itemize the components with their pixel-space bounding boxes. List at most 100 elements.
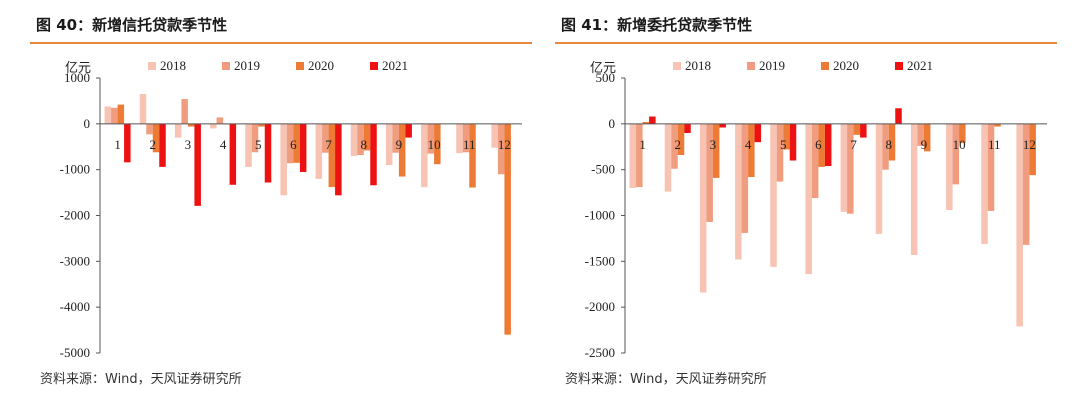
- x-tick-label: 12: [498, 137, 511, 152]
- x-tick-label: 11: [988, 137, 1001, 152]
- bar-2019-month-1: [636, 123, 643, 188]
- bar-2018-month-6: [805, 123, 812, 275]
- bar-2019-month-11: [462, 123, 470, 153]
- bar-2019-month-2: [146, 123, 153, 135]
- legend-label-2020: 2020: [308, 58, 334, 73]
- x-tick-label: 1: [639, 137, 646, 152]
- bar-2020-month-1: [642, 122, 650, 124]
- legend-label-2018: 2018: [160, 58, 186, 73]
- bar-2018-month-10: [946, 123, 953, 210]
- x-tick-label: 5: [255, 137, 262, 152]
- bar-2018-month-7: [840, 123, 848, 212]
- bar-2019-month-3: [181, 99, 188, 124]
- y-tick-label: 500: [596, 70, 616, 85]
- y-tick-label: -5000: [60, 345, 90, 360]
- bar-2021-month-3: [719, 123, 726, 128]
- bar-2020-month-10: [959, 123, 966, 144]
- y-tick-label: -1000: [585, 208, 615, 223]
- bar-2020-month-6: [293, 123, 300, 163]
- x-tick-label: 10: [953, 137, 966, 152]
- y-axis-unit-label: 亿元: [590, 61, 616, 76]
- bar-2019-month-9: [392, 123, 399, 153]
- bar-2020-month-3: [187, 123, 195, 127]
- bar-2021-month-6: [299, 123, 307, 172]
- bar-2018-month-3: [699, 123, 707, 293]
- x-tick-label: 1: [114, 137, 121, 152]
- bar-2018-month-7: [315, 123, 323, 179]
- bar-2021-month-7: [860, 123, 867, 138]
- bar-2019-month-7: [322, 123, 329, 153]
- bar-2019-month-6: [811, 123, 819, 199]
- x-tick-label: 5: [780, 137, 787, 152]
- bar-2018-month-10: [421, 123, 428, 188]
- bar-2019-month-8: [357, 123, 364, 155]
- bar-2020-month-12: [1029, 123, 1036, 176]
- bar-2021-month-2: [684, 123, 691, 133]
- title-divider: [555, 42, 1057, 44]
- bar-2019-month-10: [952, 123, 960, 185]
- y-tick-label: -2000: [585, 299, 615, 314]
- bar-2018-month-2: [139, 94, 147, 124]
- x-tick-label: 9: [396, 137, 403, 152]
- legend-label-2018: 2018: [685, 58, 711, 73]
- bar-2018-month-5: [770, 123, 777, 267]
- y-tick-label: -500: [591, 162, 615, 177]
- bar-2021-month-7: [335, 123, 342, 196]
- bar-2019-month-4: [216, 117, 224, 124]
- bar-2018-month-11: [981, 123, 988, 244]
- figure-source: 资料来源：Wind，天风证券研究所: [565, 372, 767, 387]
- figure-41-panel: 图 41：新增委托贷款季节性 亿元 2018 2019 2020 2021 500 0 -50…: [555, 0, 1057, 403]
- bar-2020-month-3: [712, 123, 720, 178]
- bar-2019-month-4: [741, 123, 749, 233]
- bar-2018-month-1: [629, 123, 637, 188]
- bar-2020-month-1: [117, 104, 125, 124]
- bar-2018-month-12: [1016, 123, 1023, 327]
- legend-label-2021: 2021: [382, 58, 408, 73]
- bar-2021-month-2: [159, 123, 166, 167]
- bar-2018-month-5: [245, 123, 252, 167]
- bar-2018-month-12: [491, 123, 498, 148]
- bar-2020-month-10: [434, 123, 441, 165]
- bar-2019-month-1: [111, 107, 118, 124]
- bar-2018-month-9: [910, 123, 918, 255]
- bar-2018-month-9: [385, 123, 393, 166]
- bar-2021-month-8: [895, 108, 902, 124]
- x-tick-label: 8: [886, 137, 893, 152]
- bar-2020-month-8: [363, 123, 371, 151]
- bar-2019-month-8: [882, 123, 889, 170]
- bar-2019-month-2: [671, 123, 678, 169]
- figure-title: 图 41：新增委托贷款季节性: [561, 16, 753, 34]
- figure-title: 图 40：新增信托贷款季节性: [36, 16, 228, 34]
- legend-swatch-2018: [673, 62, 681, 70]
- figure-source: 资料来源：Wind，天风证券研究所: [40, 372, 242, 387]
- bar-2018-month-8: [350, 123, 358, 156]
- y-axis-unit-label: 亿元: [65, 61, 91, 76]
- x-tick-label: 7: [325, 137, 332, 152]
- x-tick-label: 4: [745, 137, 752, 152]
- bar-2021-month-1: [124, 123, 131, 163]
- bar-2019-month-11: [987, 123, 995, 211]
- y-tick-label: 0: [609, 116, 616, 131]
- bar-2020-month-7: [853, 123, 861, 135]
- legend-swatch-2021: [370, 62, 378, 70]
- bar-2018-month-8: [875, 123, 883, 234]
- x-tick-label: 2: [675, 137, 682, 152]
- bar-2019-month-3: [706, 123, 713, 222]
- x-tick-label: 2: [150, 137, 157, 152]
- bar-2020-month-12: [504, 123, 511, 335]
- y-tick-label: -2000: [60, 208, 90, 223]
- legend-label-2021: 2021: [907, 58, 933, 73]
- y-tick-label: -1500: [585, 253, 615, 268]
- x-tick-label: 6: [815, 137, 822, 152]
- bar-2019-month-10: [427, 123, 435, 154]
- x-tick-label: 11: [463, 137, 476, 152]
- bar-2018-month-4: [735, 123, 742, 260]
- legend-swatch-2018: [148, 62, 156, 70]
- bar-2018-month-1: [104, 106, 112, 124]
- legend-label-2020: 2020: [833, 58, 859, 73]
- legend-swatch-2020: [296, 62, 304, 70]
- bar-2020-month-11: [994, 123, 1001, 127]
- bar-2021-month-4: [754, 123, 762, 143]
- x-tick-label: 6: [290, 137, 297, 152]
- bar-2018-month-4: [210, 123, 217, 129]
